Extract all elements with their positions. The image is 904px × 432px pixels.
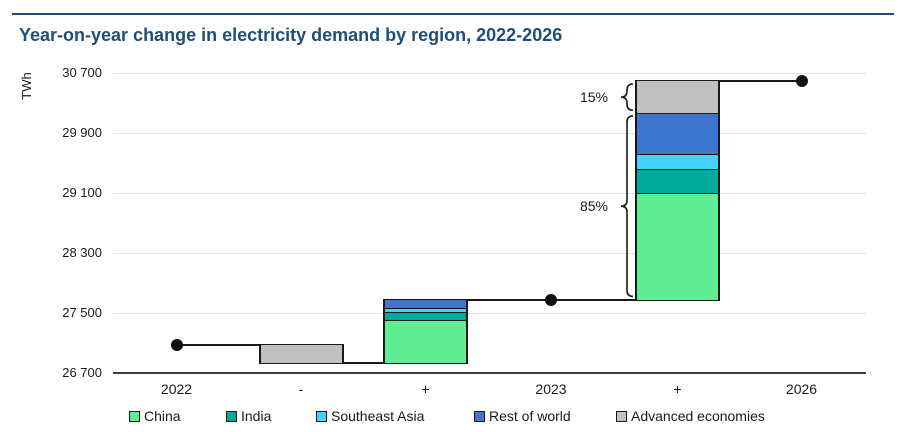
chart-title: Year-on-year change in electricity deman… bbox=[19, 25, 563, 45]
y-tick-label: 27 500 bbox=[62, 305, 102, 320]
legend: China India Southeast Asia Rest of world Adv… bbox=[0, 405, 904, 427]
level-dot bbox=[545, 293, 557, 306]
gridline bbox=[113, 193, 866, 194]
gridline bbox=[113, 133, 866, 134]
connector-line bbox=[176, 344, 259, 347]
percent-label: 15% bbox=[579, 89, 608, 105]
legend-item: India bbox=[226, 407, 271, 425]
segment-divider bbox=[637, 192, 718, 195]
segment-divider bbox=[637, 167, 718, 170]
legend-swatch bbox=[316, 410, 327, 422]
bar-segment-advanced-economies bbox=[260, 345, 342, 363]
bar-segment-china bbox=[637, 193, 718, 300]
x-tick-label: + bbox=[673, 381, 682, 397]
percent-brace bbox=[620, 115, 634, 298]
legend-label: India bbox=[241, 408, 272, 424]
bar bbox=[635, 79, 720, 301]
legend-item: Advanced economies bbox=[616, 407, 765, 425]
y-tick-label: 26 700 bbox=[62, 365, 102, 380]
top-rule bbox=[12, 13, 894, 15]
legend-label: Rest of world bbox=[489, 408, 571, 424]
legend-swatch bbox=[474, 410, 485, 422]
legend-swatch bbox=[616, 410, 627, 422]
bar bbox=[258, 344, 344, 364]
legend-label: Advanced economies bbox=[631, 408, 765, 424]
segment-divider bbox=[637, 153, 718, 155]
bar-segment-southeast-asia bbox=[385, 307, 466, 312]
percent-brace bbox=[620, 83, 634, 111]
gridline bbox=[113, 73, 866, 74]
gridline bbox=[113, 313, 866, 314]
x-tick-label: + bbox=[421, 381, 430, 397]
y-tick-label: 30 700 bbox=[62, 65, 102, 80]
x-tick-label: 2026 bbox=[785, 381, 818, 397]
legend-item: Rest of world bbox=[474, 407, 571, 425]
legend-label: Southeast Asia bbox=[331, 408, 425, 424]
x-axis-line bbox=[113, 372, 866, 374]
y-tick-label: 29 900 bbox=[62, 125, 102, 140]
level-dot bbox=[170, 339, 183, 352]
bar bbox=[383, 298, 468, 364]
bar-segment-china bbox=[385, 319, 466, 363]
y-tick-label: 29 100 bbox=[62, 185, 102, 200]
y-tick-label: 28 300 bbox=[62, 245, 102, 260]
bar-segment-rest-of-world bbox=[385, 299, 466, 308]
legend-label: China bbox=[144, 408, 181, 424]
legend-swatch bbox=[226, 410, 237, 422]
percent-label: 85% bbox=[579, 198, 608, 215]
level-dot bbox=[795, 74, 808, 87]
bar-segment-rest-of-world bbox=[637, 113, 718, 154]
x-tick-label: - bbox=[298, 381, 304, 397]
legend-item: China bbox=[129, 407, 181, 425]
x-tick-label: 2023 bbox=[535, 381, 567, 397]
legend-swatch bbox=[129, 410, 140, 422]
x-tick-label: 2022 bbox=[160, 381, 193, 397]
legend-item: Southeast Asia bbox=[316, 407, 424, 425]
segment-divider bbox=[385, 310, 466, 313]
bar-segment-advanced-economies bbox=[637, 80, 718, 114]
bar-segment-southeast-asia bbox=[637, 154, 718, 169]
segment-divider bbox=[385, 318, 466, 321]
bar-segment-india bbox=[637, 168, 718, 194]
bar-segment-india bbox=[385, 311, 466, 320]
connector-line bbox=[720, 79, 802, 82]
connector-line bbox=[343, 361, 383, 364]
segment-divider bbox=[385, 306, 466, 309]
segment-divider bbox=[637, 112, 718, 115]
gridline bbox=[113, 253, 866, 254]
